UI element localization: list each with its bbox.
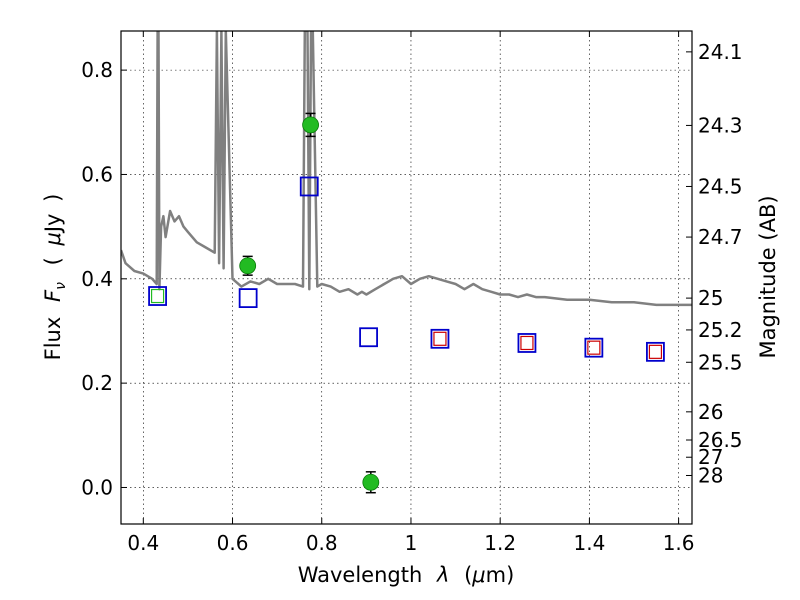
x-axis-ticks: 0.4 0.6 0.8 1 1.2 1.4 1.6: [127, 31, 695, 555]
blue-square-marker: [359, 327, 378, 348]
magnitude-tick-label: 28: [698, 463, 723, 487]
y-tick-label: 0.2: [81, 371, 113, 395]
blue-square-marker: [584, 337, 604, 358]
magnitude-tick-label: 24.5: [698, 174, 743, 198]
x-axis-label: Wavelength λ (μm): [298, 563, 515, 587]
magnitude-tick-label: 24.3: [698, 113, 743, 137]
magnitude-axis-label: Magnitude (AB): [756, 195, 780, 358]
x-tick-label: 0.8: [306, 531, 338, 555]
blue-square-marker: [299, 176, 319, 197]
inner-square-marker: [587, 340, 601, 355]
green-photometry-point: [362, 473, 380, 491]
inner-square-marker: [433, 331, 447, 346]
blue-square-marker: [646, 341, 665, 362]
x-tick-label: 0.6: [217, 531, 249, 555]
x-tick-label: 1.4: [573, 531, 605, 555]
magnitude-tick-label: 26.5: [698, 428, 743, 452]
y-axis-label: Flux Fν ( μJy ): [41, 194, 70, 361]
x-tick-label: 1.6: [663, 531, 695, 555]
green-photometry-point: [302, 116, 319, 134]
y-tick-label: 0.6: [81, 162, 113, 186]
magnitude-tick-label: 25.5: [698, 350, 743, 374]
blue-square-marker: [148, 286, 167, 306]
y-tick-label: 0.8: [81, 58, 113, 82]
blue-square-marker: [517, 333, 537, 353]
y-tick-label: 0.4: [81, 267, 113, 291]
y-axis-ticks: 0.0 0.2 0.4 0.6 0.8: [81, 58, 127, 499]
magnitude-tick-label: 24.1: [698, 40, 743, 64]
x-tick-label: 0.4: [127, 531, 159, 555]
plot-frame: [120, 30, 693, 525]
inner-square-marker: [648, 344, 663, 359]
magnitude-tick-label: 27: [698, 445, 723, 469]
green-photometry-point: [239, 257, 257, 275]
magnitude-tick-label: 25: [698, 286, 723, 310]
inner-square-marker: [150, 288, 165, 304]
blue-square-marker: [430, 328, 450, 349]
magnitude-tick-label: 26: [698, 400, 723, 424]
y-tick-label: 0.0: [81, 475, 113, 499]
model-spectrum-line: [121, 31, 692, 307]
grid-lines: [121, 31, 692, 524]
magnitude-tick-label: 24.7: [698, 225, 743, 249]
x-tick-label: 1.2: [484, 531, 516, 555]
plot-area: [121, 31, 692, 494]
blue-square-marker: [238, 288, 258, 309]
x-tick-label: 1: [405, 531, 418, 555]
magnitude-tick-label: 25.2: [698, 318, 743, 342]
inner-square-marker: [520, 335, 534, 351]
axes: [120, 30, 693, 525]
